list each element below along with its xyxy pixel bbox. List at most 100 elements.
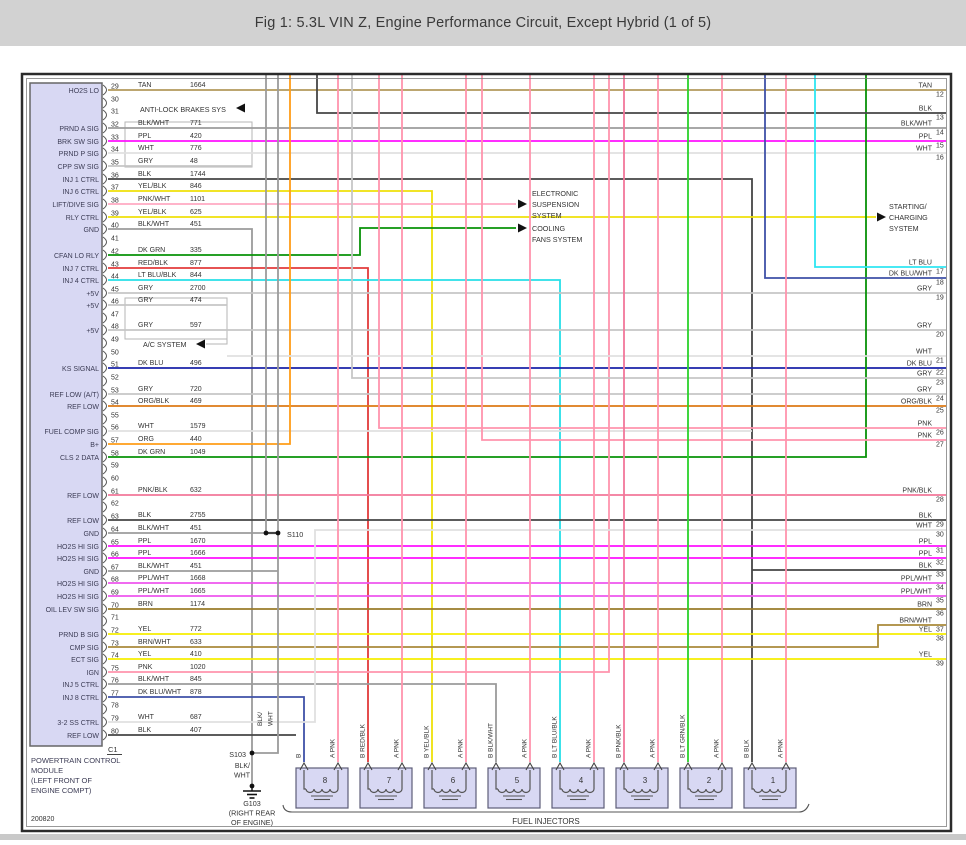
- electronic-suspension-arrow-icon: [518, 199, 527, 209]
- ac-bracket-link: [206, 339, 228, 345]
- coil-leg: [303, 770, 306, 790]
- wire-blkwht: [108, 228, 253, 786]
- exit-color-label: PNK: [918, 421, 933, 428]
- pin-number: 35: [111, 160, 119, 167]
- pin-label: REF LOW: [67, 404, 99, 411]
- pin-number: 76: [111, 678, 119, 685]
- pin-cavity: [102, 678, 107, 690]
- wire-circuit-label: 597: [190, 322, 202, 329]
- pin-label: PRND P SIG: [59, 151, 99, 158]
- pin-number: 34: [111, 147, 119, 154]
- pin-cavity: [102, 274, 107, 286]
- injector-a-wire-label: A PNK: [394, 738, 401, 758]
- pin-label: ECT SIG: [71, 657, 99, 664]
- exit-pin-number: 14: [936, 130, 944, 137]
- s103-wire-color-label: WHT: [234, 773, 251, 780]
- wire-blkwht: [108, 683, 497, 762]
- pin-cavity: [102, 299, 107, 311]
- exit-color-label: BLK: [919, 563, 933, 570]
- exit-color-label: BRN/WHT: [899, 618, 932, 625]
- wire-circuit-label: 1049: [190, 449, 206, 456]
- cooling-fans-label: FANS SYSTEM: [532, 235, 582, 244]
- diagram-frame-inner-border: [26, 78, 947, 827]
- pin-number: 54: [111, 400, 119, 407]
- pin-label: GND: [83, 227, 99, 234]
- pin-cavity: [102, 527, 107, 539]
- wire-color-label: PPL: [138, 538, 151, 545]
- wire-circuit-label: 474: [190, 297, 202, 304]
- wire-color-label: DK BLU/WHT: [138, 689, 182, 696]
- exit-color-label: PPL: [919, 134, 932, 141]
- wire-color-label: WHT: [138, 423, 155, 430]
- injector-number: 5: [515, 776, 520, 785]
- wire-color-label: RED/BLK: [138, 260, 168, 267]
- pin-number: 41: [111, 236, 119, 243]
- pin-cavity: [102, 122, 107, 134]
- exit-color-label: LT BLU: [909, 260, 932, 267]
- wire-circuit-label: 877: [190, 260, 202, 267]
- pcm-caption: POWERTRAIN CONTROL: [31, 756, 120, 765]
- pin-cavity: [102, 615, 107, 627]
- pin-cavity: [102, 540, 107, 552]
- pin-label: +5V: [86, 328, 99, 335]
- pin-cavity: [102, 476, 107, 488]
- terminal-arrow-icon: [781, 761, 791, 771]
- wire-circuit-label: 1579: [190, 423, 206, 430]
- pin-cavity: [102, 109, 107, 121]
- exit-pin-number: 18: [936, 280, 944, 287]
- terminal-arrow-icon: [555, 761, 565, 771]
- wire-color-label: BRN: [138, 601, 153, 608]
- pin-number: 74: [111, 653, 119, 660]
- pin-number: 45: [111, 287, 119, 294]
- ground-g103-label: (RIGHT REAR: [229, 809, 276, 818]
- pin-cavity: [102, 703, 107, 715]
- coil-leg: [495, 770, 498, 790]
- pin-label: CMP SIG: [70, 645, 99, 652]
- pin-label: HO2S HI SIG: [57, 594, 99, 601]
- wire-circuit-label: 1666: [190, 550, 206, 557]
- terminal-arrow-icon: [333, 761, 343, 771]
- splice-dot: [249, 750, 255, 756]
- pin-label: PRND A SIG: [59, 126, 99, 133]
- pin-cavity: [102, 198, 107, 210]
- pcm-caption: (LEFT FRONT OF: [31, 776, 92, 785]
- pin-number: 78: [111, 703, 119, 710]
- electronic-suspension-label: SUSPENSION: [532, 200, 579, 209]
- wire-circuit-label: 687: [190, 714, 202, 721]
- exit-color-label: BRN: [917, 602, 932, 609]
- pin-number: 52: [111, 375, 119, 382]
- pin-cavity: [102, 666, 107, 678]
- wire-circuit-label: 496: [190, 360, 202, 367]
- anti-lock-brakes-arrow-icon: [236, 103, 245, 113]
- pin-label: LIFT/DIVE SIG: [52, 202, 99, 209]
- terminal-arrow-icon: [717, 761, 727, 771]
- wire-circuit-label: 1665: [190, 588, 206, 595]
- wire-color-label: PPL: [138, 133, 151, 140]
- wire-color-label: ORG: [138, 436, 154, 443]
- fuel-injectors-bracket: [282, 803, 810, 813]
- wire-dkgrn: [108, 227, 516, 256]
- pin-label: +5V: [86, 291, 99, 298]
- pin-label: 3-2 SS CTRL: [57, 720, 99, 727]
- pin-cavity: [102, 97, 107, 109]
- pin-label: GND: [83, 531, 99, 538]
- wire-color-label: BLK/WHT: [138, 563, 170, 570]
- wire-circuit-label: 451: [190, 221, 202, 228]
- pin-cavity: [102, 577, 107, 589]
- wire-color-label: DK BLU: [138, 360, 163, 367]
- pin-label: RLY CTRL: [66, 215, 99, 222]
- wiring-diagram-container: 29 HO2S LO TAN 1664 30 31 32 PRND A SIG BLK/WHT 7…: [0, 46, 966, 840]
- pin-cavity: [102, 211, 107, 223]
- pin-label: PRND B SIG: [59, 632, 99, 639]
- wire-circuit-label: 469: [190, 398, 202, 405]
- vertical-wire-color-label: WHT: [268, 711, 275, 726]
- wire-color-label: PPL/WHT: [138, 575, 170, 582]
- pcm-connector-block: [29, 82, 103, 747]
- injector-7-box: [359, 767, 413, 809]
- exit-pin-number: 15: [936, 143, 944, 150]
- wire-gry: [351, 75, 946, 379]
- pin-cavity: [102, 375, 107, 387]
- terminal-arrow-icon: [619, 761, 629, 771]
- pin-number: 70: [111, 603, 119, 610]
- wire-circuit-label: 451: [190, 525, 202, 532]
